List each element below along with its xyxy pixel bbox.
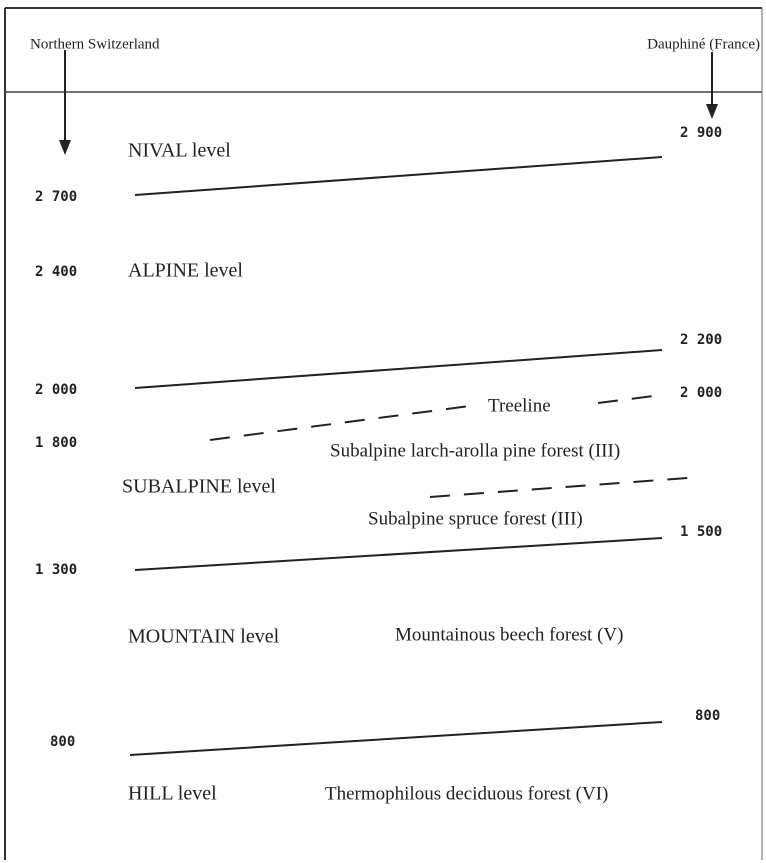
elevation-right: 2 000 xyxy=(680,385,722,401)
elevation-left: 2 000 xyxy=(35,382,77,398)
level-label: ALPINE level xyxy=(128,260,243,282)
elevation-left: 2 700 xyxy=(35,189,77,205)
level-label: NIVAL level xyxy=(128,140,231,162)
forest-label: Subalpine larch-arolla pine forest (III) xyxy=(330,440,620,461)
elevation-right: 1 500 xyxy=(680,524,722,540)
treeline-dash xyxy=(597,394,663,404)
arrow-head xyxy=(706,104,718,119)
forest-label: Subalpine spruce forest (III) xyxy=(368,508,583,529)
arrow-head xyxy=(59,140,71,155)
forest-boundary-dash xyxy=(429,477,689,498)
header-right: Dauphiné (France) xyxy=(647,36,760,52)
treeline-label: Treeline xyxy=(488,395,551,416)
forest-label: Mountainous beech forest (V) xyxy=(395,624,623,645)
elevation-right: 2 900 xyxy=(680,125,722,141)
boundary-line xyxy=(134,156,663,196)
elevation-left: 1 300 xyxy=(35,562,77,578)
boundary-line xyxy=(134,349,663,389)
forest-label: Thermophilous deciduous forest (VI) xyxy=(325,783,608,804)
treeline-dash xyxy=(209,405,471,441)
level-label: MOUNTAIN level xyxy=(128,626,280,648)
elevation-right: 2 200 xyxy=(680,332,722,348)
elevation-left: 2 400 xyxy=(35,264,77,280)
boundary-line xyxy=(129,721,663,756)
boundary-line xyxy=(134,537,663,571)
level-label: HILL level xyxy=(128,783,217,805)
elevation-right: 800 xyxy=(695,708,720,724)
elevation-left: 800 xyxy=(50,734,75,750)
header-left: Northern Switzerland xyxy=(30,36,160,52)
elevation-left: 1 800 xyxy=(35,435,77,451)
level-label: SUBALPINE level xyxy=(122,476,276,498)
